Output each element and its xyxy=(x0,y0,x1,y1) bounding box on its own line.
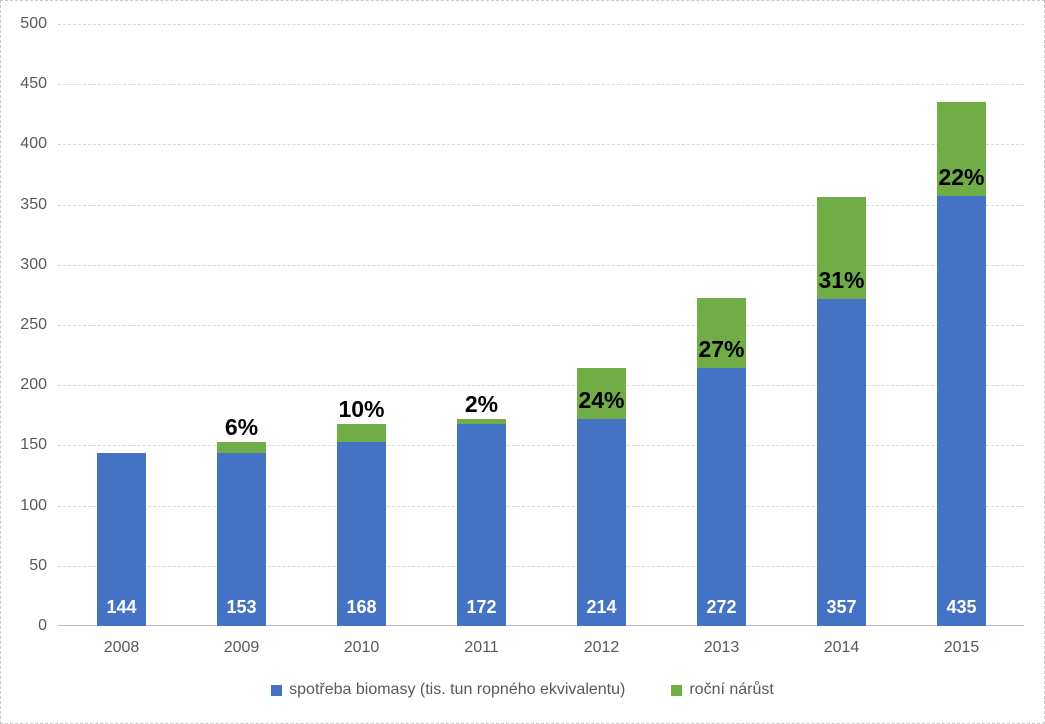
gridline xyxy=(58,24,1024,25)
x-category-label: 2008 xyxy=(103,639,140,656)
gridline xyxy=(58,84,1024,85)
growth-pct-label: 24% xyxy=(578,387,625,413)
x-category-label: 2009 xyxy=(223,639,260,656)
y-tick-label: 450 xyxy=(20,75,47,92)
x-axis-line xyxy=(58,625,1024,626)
gridline xyxy=(58,506,1024,507)
y-tick-label: 200 xyxy=(20,376,47,393)
bar-segment-growth[interactable] xyxy=(337,424,386,442)
gridline xyxy=(58,205,1024,206)
legend-item-consumption[interactable]: spotřeba biomasy (tis. tun ropného ekviv… xyxy=(271,681,625,699)
x-category-label: 2013 xyxy=(703,639,740,656)
bar-2008[interactable]: 144 xyxy=(97,453,146,626)
bar-segment-consumption[interactable] xyxy=(577,419,626,626)
growth-pct-label: 6% xyxy=(224,414,259,440)
bar-2012[interactable]: 214 24% xyxy=(577,368,626,626)
growth-pct-label: 10% xyxy=(338,396,385,422)
legend-label: spotřeba biomasy (tis. tun ropného ekviv… xyxy=(289,681,626,698)
x-category-label: 2011 xyxy=(464,639,499,656)
y-tick-label: 50 xyxy=(29,557,47,574)
growth-pct-label: 31% xyxy=(818,267,865,293)
bar-total-label: 168 xyxy=(346,597,377,617)
bar-2015[interactable]: 435 22% xyxy=(937,102,986,626)
bar-total-label: 144 xyxy=(106,597,137,617)
y-tick-label: 0 xyxy=(38,617,47,634)
y-tick-label: 350 xyxy=(20,196,47,213)
bar-2013[interactable]: 272 27% xyxy=(697,298,746,626)
bar-2014[interactable]: 357 31% xyxy=(817,197,866,626)
bar-total-label: 272 xyxy=(706,597,737,617)
growth-pct-label: 22% xyxy=(938,164,985,190)
x-category-label: 2015 xyxy=(943,639,980,656)
gridline xyxy=(58,385,1024,386)
bar-segment-growth[interactable] xyxy=(577,368,626,419)
bar-2011[interactable]: 172 2% xyxy=(457,392,506,626)
x-category-label: 2012 xyxy=(583,639,620,656)
bar-segment-consumption[interactable] xyxy=(697,368,746,626)
gridline xyxy=(58,144,1024,145)
gridline xyxy=(58,445,1024,446)
bar-total-label: 172 xyxy=(466,597,497,617)
gridline xyxy=(58,325,1024,326)
bar-segment-growth[interactable] xyxy=(217,442,266,453)
bar-segment-consumption[interactable] xyxy=(937,196,986,626)
bar-2009[interactable]: 153 6% xyxy=(217,415,266,626)
gridline xyxy=(58,566,1024,567)
legend-item-growth[interactable]: roční nárůst xyxy=(671,681,774,699)
bar-segment-growth[interactable] xyxy=(457,419,506,424)
bar-total-label: 357 xyxy=(826,597,857,617)
bar-segment-consumption[interactable] xyxy=(457,424,506,626)
bar-segment-growth[interactable] xyxy=(697,298,746,368)
legend-swatch-icon xyxy=(671,684,683,696)
bar-2010[interactable]: 168 10% xyxy=(337,397,386,626)
bar-total-label: 435 xyxy=(946,597,977,617)
bar-segment-growth[interactable] xyxy=(817,197,866,299)
y-tick-label: 250 xyxy=(20,316,47,333)
y-tick-label: 400 xyxy=(20,135,47,152)
legend-label: roční nárůst xyxy=(689,681,774,698)
bar-segment-consumption[interactable] xyxy=(817,299,866,626)
growth-pct-label: 2% xyxy=(464,391,499,417)
bar-total-label: 153 xyxy=(226,597,257,617)
y-tick-label: 150 xyxy=(20,436,47,453)
growth-pct-label: 27% xyxy=(698,336,745,362)
bar-segment-consumption[interactable] xyxy=(97,453,146,626)
y-tick-label: 500 xyxy=(20,15,47,32)
x-axis: 2008 2009 2010 2011 2012 2013 2014 2015 xyxy=(58,626,1024,666)
y-tick-label: 100 xyxy=(20,497,47,514)
plot-area: 144 153 6% 168 10% 172 2% 214 24% 272 27% 357 31% 435… xyxy=(58,24,1024,626)
y-axis: 500 450 400 350 300 250 200 150 100 50 0 xyxy=(1,15,47,634)
bar-total-label: 214 xyxy=(586,597,617,617)
x-category-label: 2014 xyxy=(823,639,860,656)
y-tick-label: 300 xyxy=(20,256,47,273)
legend: spotřeba biomasy (tis. tun ropného ekviv… xyxy=(1,681,1044,699)
bar-segment-consumption[interactable] xyxy=(217,453,266,626)
gridline xyxy=(58,265,1024,266)
legend-swatch-icon xyxy=(271,684,283,696)
bar-segment-consumption[interactable] xyxy=(337,442,386,626)
x-category-label: 2010 xyxy=(343,639,380,656)
bar-segment-growth[interactable] xyxy=(937,102,986,196)
